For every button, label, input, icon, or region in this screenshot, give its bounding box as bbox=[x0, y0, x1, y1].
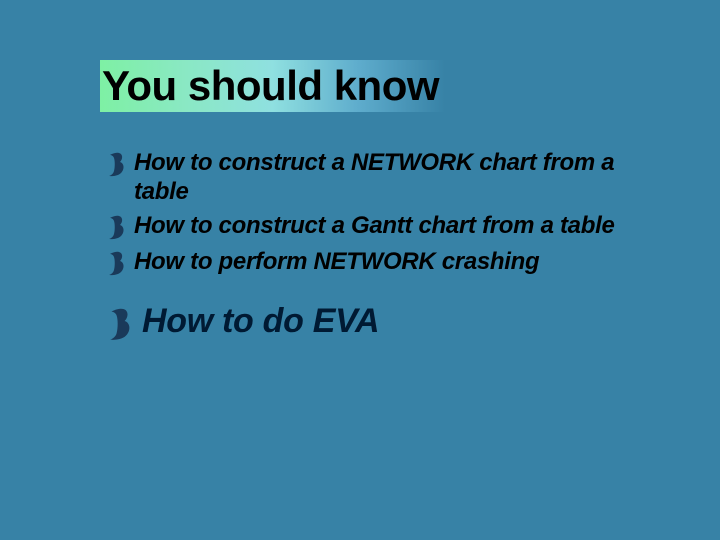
list-item: How to perform NETWORK crashing bbox=[106, 247, 646, 279]
script-b-icon bbox=[106, 213, 132, 243]
bullet-list: How to construct a NETWORK chart from a … bbox=[100, 148, 670, 345]
list-item: How to construct a NETWORK chart from a … bbox=[106, 148, 646, 207]
list-item-text: How to perform NETWORK crashing bbox=[134, 247, 539, 276]
list-item: How to construct a Gantt chart from a ta… bbox=[106, 211, 646, 243]
list-item-text: How to do EVA bbox=[142, 301, 379, 342]
script-b-icon bbox=[106, 150, 132, 180]
slide: You should know How to construct a NETWO… bbox=[0, 0, 720, 540]
list-item-text: How to construct a NETWORK chart from a … bbox=[134, 148, 646, 207]
list-item-text: How to construct a Gantt chart from a ta… bbox=[134, 211, 615, 240]
script-b-icon bbox=[106, 305, 140, 345]
slide-title: You should know bbox=[100, 60, 445, 112]
script-b-icon bbox=[106, 249, 132, 279]
list-item: How to do EVA bbox=[106, 301, 646, 345]
